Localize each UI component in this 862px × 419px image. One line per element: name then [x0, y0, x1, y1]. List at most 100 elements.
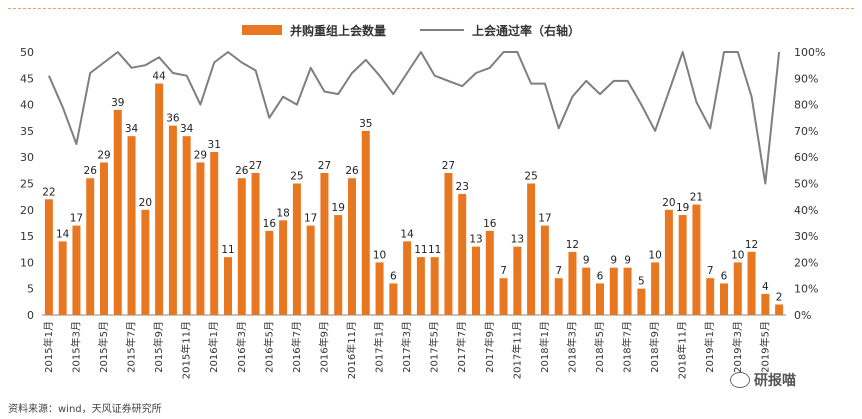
x-tick-label: 2015年7月	[125, 321, 138, 373]
legend-label-bar: 并购重组上会数量	[290, 23, 386, 38]
bar-data-label: 16	[263, 218, 277, 230]
legend-label-line: 上会通过率（右轴）	[472, 23, 580, 38]
bar-data-label: 25	[290, 171, 303, 183]
y-left-tick-label: 45	[20, 72, 34, 85]
x-tick-label: 2015年1月	[42, 321, 55, 373]
bar	[334, 215, 343, 315]
bar-data-label: 21	[690, 192, 703, 204]
x-tick-label: 2017年5月	[428, 321, 441, 373]
bar-data-label: 5	[638, 276, 645, 288]
bar	[279, 220, 288, 315]
y-right-tick-label: 80%	[794, 99, 818, 112]
watermark-text: 研报喵	[754, 373, 796, 389]
bar	[678, 215, 687, 315]
bar	[609, 267, 618, 315]
bar-data-label: 14	[400, 228, 414, 240]
bar-data-label: 17	[304, 213, 317, 225]
bar-data-label: 18	[276, 207, 289, 219]
watermark: 研报喵	[730, 370, 796, 390]
bar-data-label: 12	[566, 239, 579, 251]
bar-data-label: 16	[483, 218, 497, 230]
y-left-tick-label: 5	[27, 283, 34, 296]
bar-data-label: 17	[70, 213, 83, 225]
bar	[720, 283, 728, 315]
legend-swatch-bar	[242, 25, 282, 35]
bar	[596, 283, 604, 315]
x-tick-label: 2018年11月	[676, 321, 689, 379]
x-tick-label: 2018年7月	[621, 321, 634, 373]
bar-data-label: 10	[373, 249, 386, 261]
x-tick-label: 2016年7月	[290, 321, 303, 373]
bar-data-label: 39	[111, 97, 124, 109]
x-tick-label: 2019年1月	[703, 321, 716, 373]
bar	[224, 257, 232, 315]
x-tick-label: 2017年11月	[510, 321, 523, 379]
bar-data-label: 20	[139, 197, 152, 209]
bar	[58, 241, 67, 315]
bar	[582, 267, 591, 315]
x-tick-label: 2017年1月	[373, 321, 386, 373]
y-left-tick-label: 25	[20, 178, 34, 191]
x-tick-label: 2017年3月	[400, 321, 413, 373]
bar-data-label: 29	[97, 149, 110, 161]
chart-svg: 并购重组上会数量 上会通过率（右轴） 221417262939342044363…	[20, 23, 825, 379]
x-tick-label: 2017年9月	[483, 321, 496, 373]
y-axis-right: 0% 10% 20% 30% 40% 50% 60% 70% 80% 90% 100%	[794, 46, 825, 322]
bar	[196, 162, 205, 315]
x-axis-ticks: 2015年1月 2015年3月 2015年5月 2015年7月 2015年9月 2015年…	[42, 321, 771, 379]
bar-data-label: 12	[745, 239, 758, 251]
x-tick-label: 2017年7月	[455, 321, 468, 373]
y-right-tick-label: 30%	[794, 230, 818, 243]
bar-data-label: 17	[538, 213, 551, 225]
bar-data-label: 13	[469, 234, 482, 246]
bar-data-label: 31	[208, 139, 221, 151]
bar-data-label: 11	[428, 244, 441, 256]
y-right-tick-label: 60%	[794, 151, 818, 164]
bar-data-label: 7	[555, 265, 562, 277]
bar	[499, 278, 508, 315]
bar	[775, 304, 784, 315]
bar-data-label: 23	[456, 181, 469, 193]
wechat-icon	[730, 372, 750, 388]
bar	[403, 241, 412, 315]
bar	[113, 109, 122, 315]
bar	[458, 194, 467, 315]
x-tick-label: 2019年5月	[758, 321, 771, 373]
y-left-tick-label: 50	[20, 46, 34, 59]
bar-data-label: 26	[345, 165, 359, 177]
x-tick-label: 2015年9月	[152, 321, 165, 373]
bar	[168, 125, 177, 315]
x-tick-label: 2019年3月	[731, 321, 744, 373]
bar-data-label: 29	[194, 149, 207, 161]
bar	[292, 183, 301, 315]
bar	[86, 178, 95, 315]
bar	[664, 209, 673, 315]
bar	[182, 136, 191, 315]
x-tick-label: 2018年9月	[648, 321, 661, 373]
y-right-tick-label: 90%	[794, 72, 818, 85]
bar	[444, 172, 453, 315]
bar	[155, 83, 164, 315]
top-dashed-rule	[8, 8, 854, 9]
bar-data-label: 6	[721, 270, 728, 282]
bar	[251, 172, 260, 315]
bar	[265, 230, 274, 315]
y-axis-left: 0 5 10 15 20 25 30 35 40 45 50	[20, 46, 34, 322]
x-tick-label: 2018年1月	[538, 321, 551, 373]
x-tick-label: 2016年3月	[235, 321, 248, 373]
y-left-tick-label: 10	[20, 256, 34, 269]
bar	[651, 262, 660, 315]
bar-data-label: 36	[166, 113, 180, 125]
bar-data-label: 4	[762, 281, 769, 293]
line-series	[47, 51, 781, 185]
bar-series	[44, 83, 784, 315]
bar	[100, 162, 108, 315]
bar	[430, 257, 439, 315]
y-left-tick-label: 30	[20, 151, 34, 164]
x-tick-label: 2015年3月	[69, 321, 82, 373]
bar	[306, 225, 315, 315]
y-right-tick-label: 20%	[794, 256, 818, 269]
bar-data-label: 25	[524, 171, 537, 183]
bar-data-label: 13	[511, 234, 524, 246]
bar	[706, 278, 715, 315]
